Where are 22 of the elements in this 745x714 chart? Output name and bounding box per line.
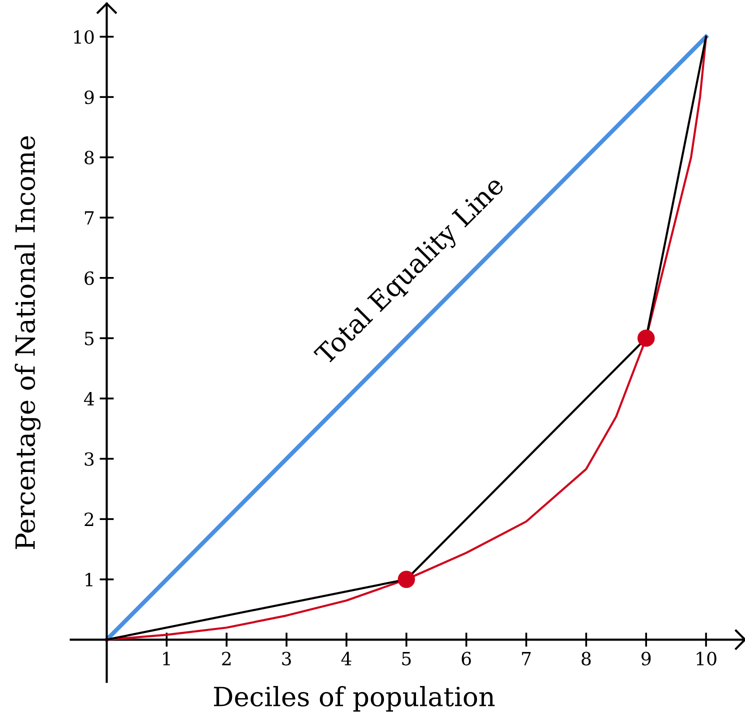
x-tick-label: 4 — [341, 652, 352, 666]
x-tick-label: 8 — [582, 652, 591, 666]
y-tick-label: 1 — [86, 572, 92, 586]
y-tick-label: 3 — [84, 452, 94, 466]
x-tick-label: 3 — [282, 652, 291, 666]
x-tick-label: 6 — [462, 652, 471, 666]
y-axis-title: Percentage of National Income — [14, 136, 41, 550]
y-tick-label: 5 — [84, 332, 94, 346]
x-tick-label: 7 — [522, 652, 531, 666]
x-tick-label: 9 — [642, 652, 651, 666]
y-tick-label: 8 — [84, 150, 94, 164]
x-tick-label: 10 — [696, 652, 716, 666]
x-tick-label: 5 — [402, 652, 411, 666]
y-tick-label: 9 — [84, 90, 94, 104]
y-tick-label: 6 — [84, 271, 94, 286]
x-axis-title: Deciles of population — [214, 686, 495, 712]
y-tick-label: 10 — [74, 30, 94, 44]
x-tick-label: 2 — [222, 652, 231, 666]
y-tick-label: 7 — [84, 211, 94, 224]
y-tick-label: 4 — [84, 392, 94, 406]
x-tick-label: 1 — [163, 652, 170, 666]
y-tick-label: 2 — [84, 512, 94, 526]
